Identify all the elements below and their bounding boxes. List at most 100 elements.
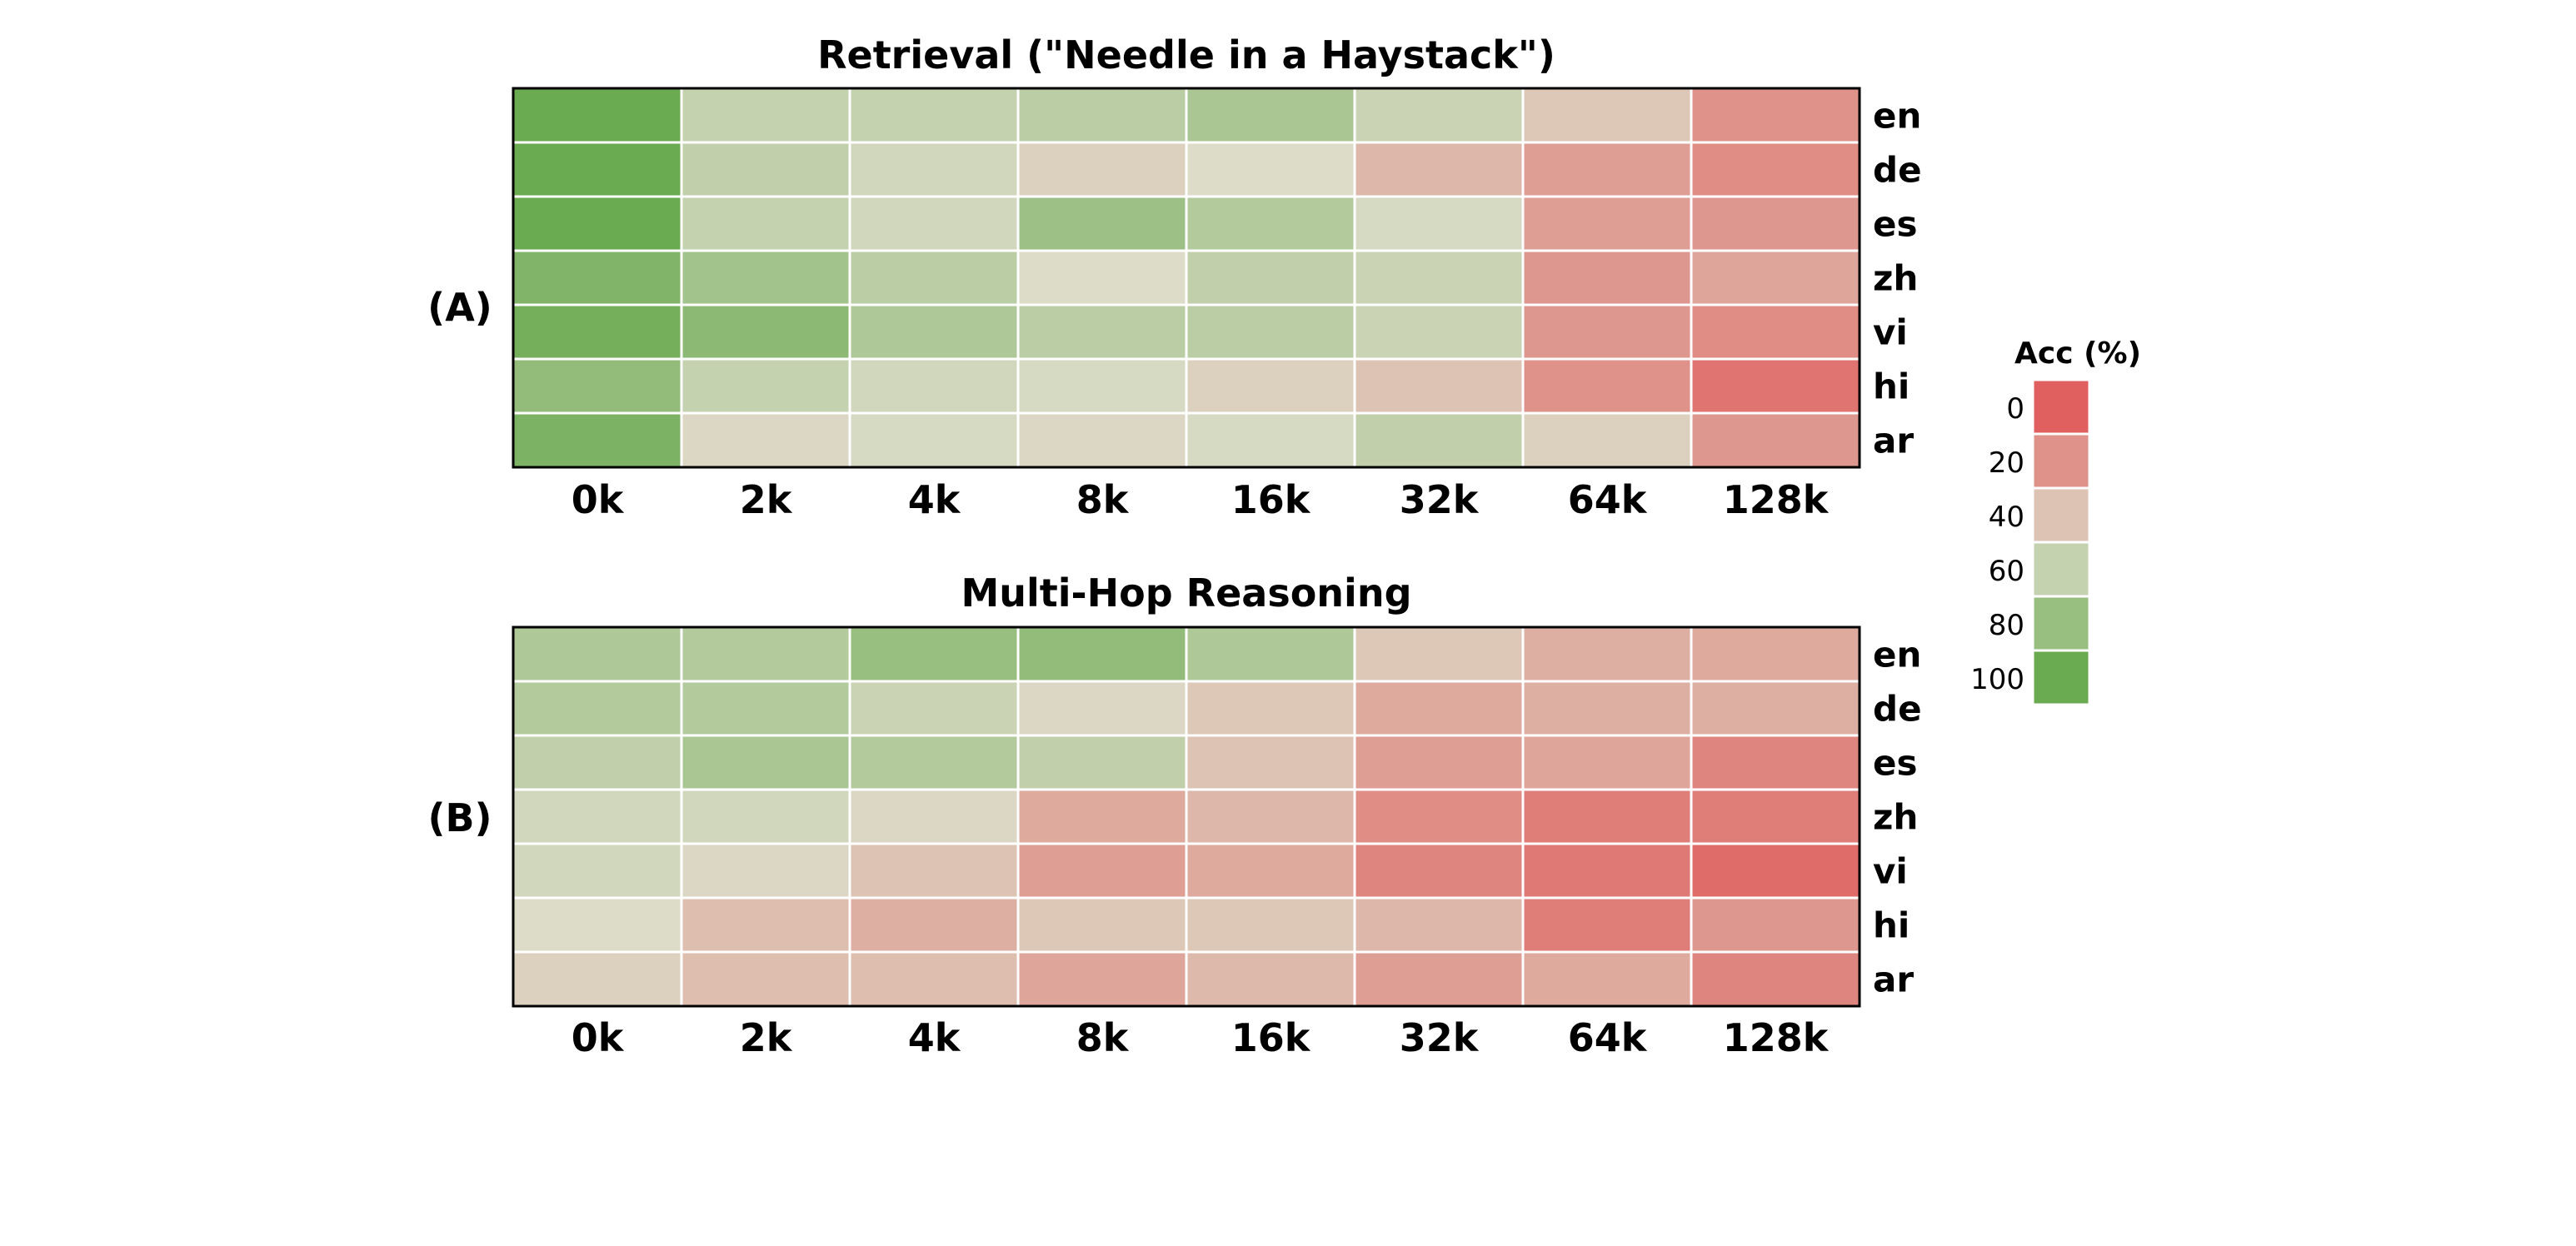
heatmap-cell bbox=[680, 357, 851, 415]
heatmap-cell bbox=[680, 896, 851, 954]
heatmap-cell bbox=[848, 734, 1020, 791]
x-tick-label: 128k bbox=[1723, 477, 1830, 522]
legend-tick-label: 60 bbox=[1989, 555, 2024, 588]
heatmap-cell bbox=[1353, 357, 1525, 415]
heatmap-cell bbox=[1016, 734, 1188, 791]
heatmap-cell bbox=[848, 788, 1020, 845]
heatmap-cell bbox=[1185, 896, 1356, 954]
heatmap-cell bbox=[1185, 842, 1356, 900]
heatmap-cell bbox=[1521, 842, 1693, 900]
heatmap-cell bbox=[1016, 625, 1188, 683]
y-tick-label: ar bbox=[1873, 959, 1914, 1000]
heatmap-cell bbox=[1185, 141, 1356, 198]
x-tick-label: 2k bbox=[740, 1015, 793, 1060]
x-tick-label: 64k bbox=[1568, 477, 1648, 522]
heatmap-cell bbox=[848, 842, 1020, 900]
heatmap-cell bbox=[680, 303, 851, 361]
heatmap-cell bbox=[1185, 411, 1356, 469]
x-tick-label: 4k bbox=[908, 1015, 961, 1060]
heatmap-cell bbox=[512, 87, 683, 144]
heatmap-cell bbox=[1521, 625, 1693, 683]
heatmap-cell bbox=[1353, 896, 1525, 954]
heatmap-cell bbox=[1521, 411, 1693, 469]
legend-swatch bbox=[2031, 541, 2091, 598]
heatmap-cell bbox=[1185, 87, 1356, 144]
heatmap-cell bbox=[1690, 680, 1861, 737]
x-tick-label: 32k bbox=[1400, 1015, 1480, 1060]
heatmap-cell bbox=[1353, 411, 1525, 469]
heatmap-cell bbox=[1690, 411, 1861, 469]
heatmap-cell bbox=[1185, 788, 1356, 845]
heatmap-cell bbox=[1353, 625, 1525, 683]
heatmap-frame bbox=[512, 87, 1861, 469]
heatmap-cell bbox=[512, 734, 683, 791]
heatmap-cell bbox=[1016, 195, 1188, 252]
heatmap-cell bbox=[512, 788, 683, 845]
heatmap-cell bbox=[1353, 842, 1525, 900]
legend-swatch bbox=[2031, 595, 2091, 652]
heatmap-cell bbox=[680, 734, 851, 791]
heatmap-cell bbox=[680, 950, 851, 1008]
heatmap-cell bbox=[512, 357, 683, 415]
heatmap-cell bbox=[1690, 950, 1861, 1008]
heatmap-cell bbox=[512, 303, 683, 361]
heatmap-cell bbox=[1521, 734, 1693, 791]
heatmap-cell bbox=[680, 87, 851, 144]
heatmap-cell bbox=[1521, 249, 1693, 307]
heatmap-frame bbox=[512, 625, 1861, 1008]
x-tick-label: 0k bbox=[572, 477, 625, 522]
heatmap-cell bbox=[512, 141, 683, 198]
legend-tick-label: 0 bbox=[2006, 392, 2024, 426]
heatmap-cell bbox=[1353, 680, 1525, 737]
y-tick-label: hi bbox=[1873, 366, 1910, 407]
x-tick-label: 16k bbox=[1231, 477, 1311, 522]
chart-title: Retrieval ("Needle in a Haystack") bbox=[817, 32, 1555, 77]
heatmap-cell bbox=[1690, 357, 1861, 415]
heatmap-panel-2: Multi-Hop Reasoning (B) 0k 2k 4k 8k 16k 32k 64k 1… bbox=[427, 571, 1921, 1060]
heatmap-cell bbox=[1521, 896, 1693, 954]
color-legend: Acc (%) 0 20 40 60 80 100 bbox=[1970, 336, 2141, 706]
y-tick-label: zh bbox=[1873, 258, 1918, 299]
legend-tick-label: 20 bbox=[1989, 446, 2024, 480]
legend-swatch bbox=[2031, 378, 2091, 436]
x-tick-label: 128k bbox=[1723, 1015, 1830, 1060]
heatmap-cell bbox=[1016, 249, 1188, 307]
heatmap-cell bbox=[1185, 303, 1356, 361]
heatmap-cell bbox=[848, 357, 1020, 415]
heatmap-cell bbox=[848, 195, 1020, 252]
heatmap-cell bbox=[848, 625, 1020, 683]
heatmap-cell bbox=[512, 950, 683, 1008]
heatmap-cell bbox=[1185, 625, 1356, 683]
heatmap-cell bbox=[1521, 357, 1693, 415]
heatmap-cell bbox=[848, 141, 1020, 198]
heatmap-cell bbox=[680, 680, 851, 737]
heatmap-cell bbox=[512, 411, 683, 469]
heatmap-cell bbox=[1521, 87, 1693, 144]
y-tick-label: ar bbox=[1873, 421, 1914, 461]
heatmap-cell bbox=[1521, 788, 1693, 845]
heatmap-cell bbox=[680, 842, 851, 900]
heatmap-cell bbox=[512, 842, 683, 900]
heatmap-cell bbox=[848, 249, 1020, 307]
y-tick-label: es bbox=[1873, 204, 1917, 245]
heatmap-cell bbox=[1185, 357, 1356, 415]
y-tick-label: en bbox=[1873, 96, 1921, 137]
panel-label: (A) bbox=[427, 285, 492, 330]
x-tick-label: 2k bbox=[740, 477, 793, 522]
heatmap-cell bbox=[1016, 357, 1188, 415]
y-tick-label: de bbox=[1873, 150, 1922, 191]
heatmap-cell bbox=[1353, 195, 1525, 252]
heatmap-cell bbox=[1016, 303, 1188, 361]
heatmap-cell bbox=[1016, 842, 1188, 900]
x-tick-label: 64k bbox=[1568, 1015, 1648, 1060]
heatmap-cell bbox=[1016, 87, 1188, 144]
legend-tick-label: 100 bbox=[1970, 663, 2024, 696]
legend-tick-label: 40 bbox=[1989, 501, 2024, 534]
heatmap-cell bbox=[848, 896, 1020, 954]
heatmap-cell bbox=[1690, 303, 1861, 361]
heatmap-cell bbox=[848, 680, 1020, 737]
x-tick-label: 0k bbox=[572, 1015, 625, 1060]
x-tick-label: 4k bbox=[908, 477, 961, 522]
heatmap-cell bbox=[1353, 141, 1525, 198]
